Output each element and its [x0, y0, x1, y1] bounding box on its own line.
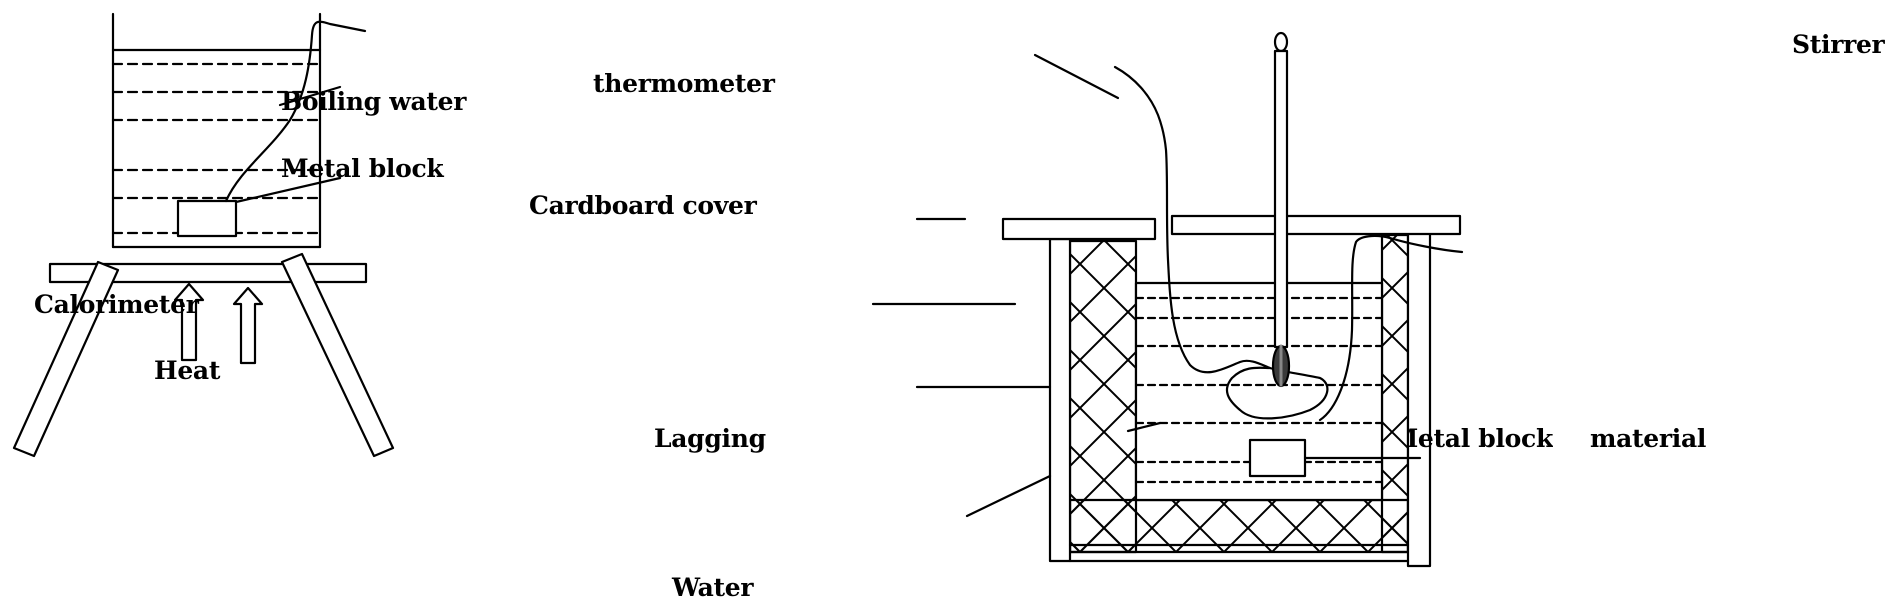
label-boiling-water: Boiling water: [281, 87, 467, 116]
metal-block-pointer: [234, 176, 342, 204]
lagging-hatch: [1068, 233, 1410, 554]
calorimeter-setup: [871, 31, 1464, 568]
tripod-leg-right: [280, 252, 395, 458]
label-heat: Heat: [154, 356, 221, 385]
label-metal-block-left: Metal block: [281, 154, 444, 183]
stirrer-wire: [1113, 65, 1464, 422]
boiling-water-lines: [111, 48, 322, 235]
label-material: material: [1590, 424, 1707, 453]
tripod-leg-left: [12, 260, 120, 458]
boiling-water-pointer: [278, 85, 342, 107]
label-lagging: Lagging: [654, 424, 766, 453]
water-lines: [1134, 296, 1384, 484]
beaker: [111, 12, 322, 249]
label-thermometer: thermometer: [593, 69, 775, 98]
heat-arrows: [173, 282, 264, 365]
label-water: Water: [672, 573, 754, 602]
outer-container: [1048, 231, 1432, 568]
label-metal-block-right: Metal block: [1408, 426, 1553, 451]
label-calorimeter: Calorimeter: [34, 290, 199, 319]
pointer-lines: [871, 53, 1422, 518]
metal-block-right: [1248, 438, 1307, 478]
metal-block-left: [176, 20, 367, 238]
label-cardboard-cover: Cardboard cover: [529, 191, 757, 220]
label-stirrer: Stirrer: [1792, 30, 1885, 59]
thermometer: [1271, 31, 1291, 388]
heating-setup: [12, 12, 395, 458]
cardboard-cover: [1001, 214, 1462, 241]
